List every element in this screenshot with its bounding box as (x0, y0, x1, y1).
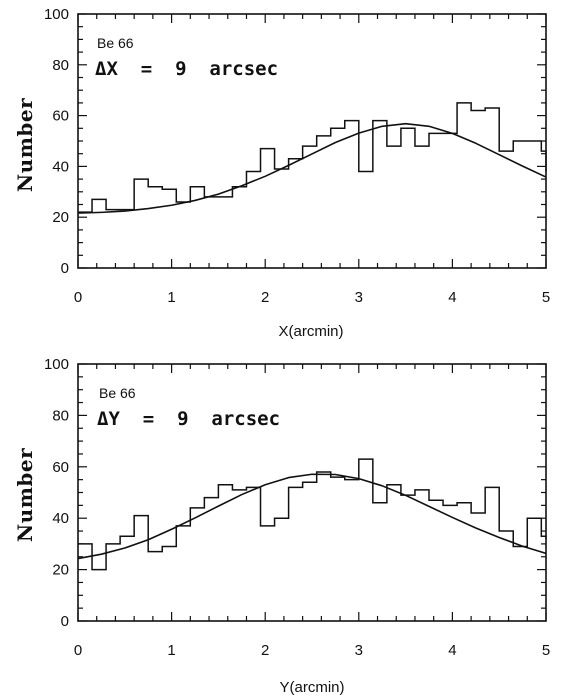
fit-curve (77, 473, 547, 560)
histogram (78, 102, 547, 213)
y-tick-labels: 0 20 40 60 80 100 (44, 356, 69, 630)
y-tick-label: 40 (52, 158, 69, 175)
gaussian-fit (77, 122, 547, 214)
x-axis-label: Y(arcmin) (279, 679, 344, 696)
x-tick-label: 2 (261, 642, 269, 659)
y-tick-label: 80 (52, 407, 69, 424)
y-tick-label: 100 (44, 356, 69, 373)
y-tick-labels: 0 20 40 60 80 100 (44, 6, 69, 277)
y-axis-label: Number (13, 98, 37, 192)
y-tick-label: 100 (44, 6, 69, 23)
x-tick-labels: 0 1 2 3 4 5 (74, 289, 550, 306)
x-tick-label: 5 (542, 642, 550, 659)
annotation-resolution: ΔX = 9 arcsec (95, 58, 278, 80)
x-tick-label: 4 (448, 642, 456, 659)
histogram-steps (78, 458, 547, 571)
plot-frame (77, 13, 547, 269)
fit-curve (77, 122, 547, 214)
x-axis-label: X(arcmin) (278, 323, 343, 340)
histogram-steps (78, 102, 547, 213)
x-tick-label: 0 (74, 289, 82, 306)
axis-ticks (77, 363, 547, 622)
x-tick-label: 5 (542, 289, 550, 306)
y-axis-label: Number (13, 448, 37, 542)
y-tick-label: 20 (52, 562, 69, 579)
x-tick-label: 2 (261, 289, 269, 306)
x-tick-label: 3 (355, 642, 363, 659)
y-tick-label: 80 (52, 57, 69, 74)
plot-frame (77, 363, 547, 622)
y-tick-label: 0 (61, 613, 69, 630)
x-tick-label: 4 (448, 289, 456, 306)
annotation-cluster-name: Be 66 (99, 385, 136, 401)
y-tick-label: 20 (52, 209, 69, 226)
annotation-cluster-name: Be 66 (97, 35, 134, 51)
annotation-resolution: ΔY = 9 arcsec (97, 408, 280, 430)
y-tick-label: 0 (61, 260, 69, 277)
x-tick-label: 3 (355, 289, 363, 306)
x-tick-label: 1 (167, 642, 175, 659)
y-tick-label: 40 (52, 510, 69, 527)
gaussian-fit (77, 473, 547, 560)
y-tick-label: 60 (52, 108, 69, 125)
x-tick-labels: 0 1 2 3 4 5 (74, 642, 550, 659)
histogram (78, 458, 547, 571)
x-tick-label: 0 (74, 642, 82, 659)
y-tick-label: 60 (52, 459, 69, 476)
x-tick-label: 1 (167, 289, 175, 306)
axis-ticks (77, 13, 547, 269)
